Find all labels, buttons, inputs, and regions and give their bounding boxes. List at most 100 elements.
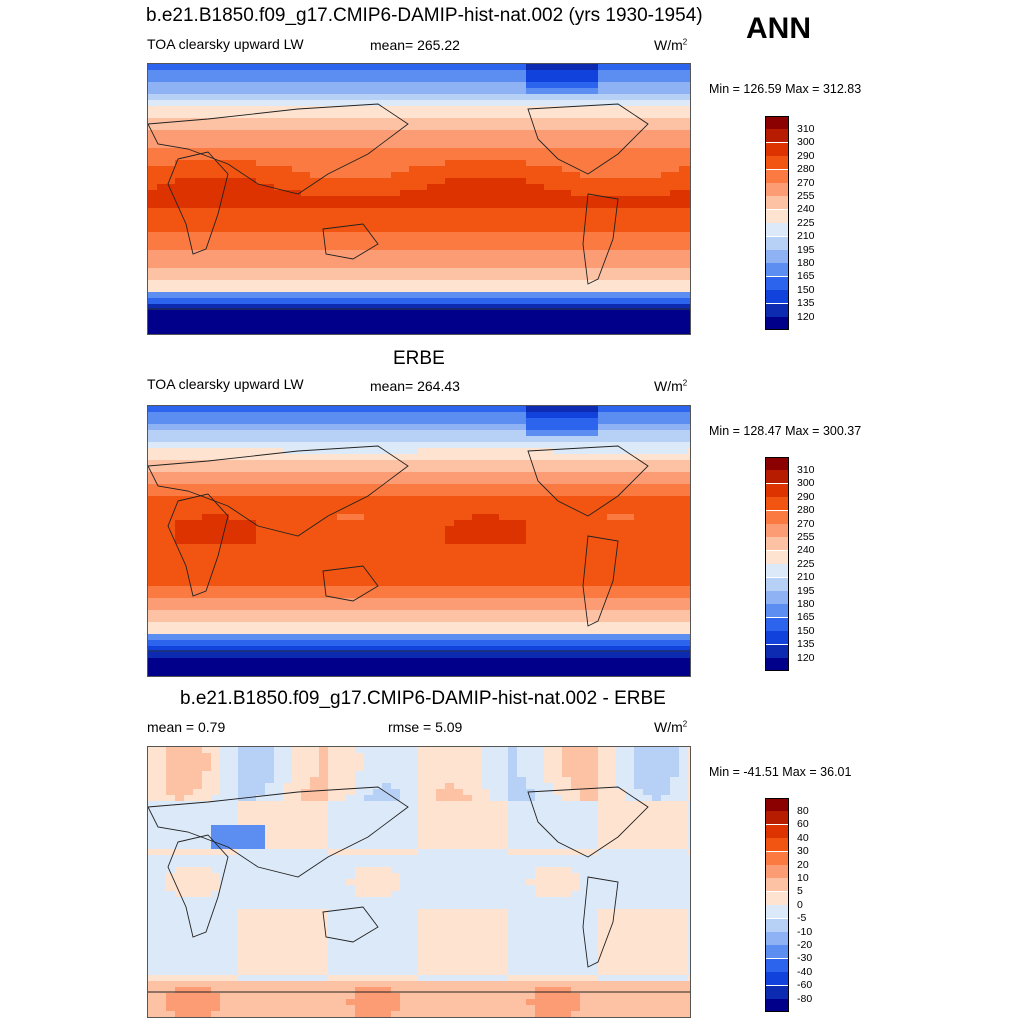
panel1-title: b.e21.B1850.f09_g17.CMIP6-DAMIP-hist-nat… [146, 5, 703, 26]
colorbar-swatch [765, 550, 789, 564]
colorbar-tick-label: 20 [797, 858, 809, 871]
colorbar-tick-label: 290 [797, 149, 815, 162]
panel3-units: W/m2 [654, 719, 688, 735]
colorbar-tick-label: 150 [797, 624, 815, 637]
colorbar-swatch [765, 223, 789, 237]
colorbar-tick-label: 40 [797, 831, 809, 844]
panel1-mean: mean= 265.22 [370, 37, 460, 53]
colorbar-frame [765, 798, 789, 1013]
colorbar-swatch [765, 824, 789, 838]
colorbar-tick-label: 120 [797, 651, 815, 664]
coastline [148, 786, 409, 878]
colorbar-tick-label: 240 [797, 203, 815, 216]
colorbar-tick-label: -20 [797, 938, 813, 951]
colorbar-swatch [765, 932, 789, 945]
colorbar-tick-label: 135 [797, 638, 815, 651]
colorbar-tick-label: 210 [797, 230, 815, 243]
colorbar-swatch [765, 985, 789, 999]
colorbar-tick-label: 255 [797, 530, 815, 543]
colorbar-swatch [765, 457, 789, 470]
colorbar-swatch [765, 183, 789, 196]
coastline [527, 103, 649, 175]
colorbar-tick-label: 120 [797, 310, 815, 323]
colorbar-tick-label: 300 [797, 136, 815, 149]
colorbar-swatch [765, 878, 789, 892]
panel2-title: ERBE [393, 348, 445, 369]
colorbar-tick-label: 165 [797, 611, 815, 624]
colorbar-tick-label: 195 [797, 584, 815, 597]
coastline [322, 223, 379, 260]
coastline [322, 906, 379, 943]
panel3-title: b.e21.B1850.f09_g17.CMIP6-DAMIP-hist-nat… [180, 688, 666, 709]
colorbar-swatch [765, 798, 789, 811]
colorbar-tick-label: 0 [797, 898, 803, 911]
season-label: ANN [746, 12, 811, 45]
colorbar-swatch [765, 483, 789, 497]
colorbar-tick-label: 270 [797, 517, 815, 530]
colorbar-swatch [765, 317, 789, 330]
colorbar-tick-label: 255 [797, 189, 815, 202]
colorbar-tick-label: 180 [797, 597, 815, 610]
colorbar-tick-label: 270 [797, 176, 815, 189]
panel2-minmax: Min = 128.47 Max = 300.37 [709, 424, 862, 438]
colorbar-tick-label: 310 [797, 463, 815, 476]
colorbar-swatch [765, 865, 789, 878]
colorbar-tick-label: 280 [797, 504, 815, 517]
colorbar-swatch [765, 644, 789, 658]
colorbar-swatch [765, 196, 789, 210]
panel1-minmax: Min = 126.59 Max = 312.83 [709, 82, 862, 96]
colorbar-tick-label: 180 [797, 256, 815, 269]
panel3-minmax: Min = -41.51 Max = 36.01 [709, 765, 852, 779]
panel1-variable-label: TOA clearsky upward LW [147, 36, 304, 52]
colorbar-swatch [765, 470, 789, 484]
colorbar-swatch [765, 604, 789, 618]
colorbar-swatch [765, 658, 789, 671]
colorbar-swatch [765, 497, 789, 511]
panel2-map [147, 405, 691, 677]
colorbar-swatch [765, 510, 789, 524]
colorbar-swatch [765, 142, 789, 156]
colorbar-swatch [765, 958, 789, 972]
colorbar-tick-label: 290 [797, 490, 815, 503]
colorbar-tick-label: -5 [797, 912, 807, 925]
colorbar-swatch [765, 905, 789, 919]
coastline [148, 445, 409, 537]
colorbar-frame [765, 457, 789, 672]
coastline [582, 535, 619, 627]
colorbar-tick-label: 225 [797, 216, 815, 229]
colorbar-swatch [765, 236, 789, 250]
colorbar-tick-label: 195 [797, 243, 815, 256]
colorbar-tick-label: 5 [797, 885, 803, 898]
colorbar-swatch [765, 577, 789, 591]
coastline [582, 876, 619, 968]
colorbar-tick-label: 80 [797, 804, 809, 817]
colorbar-swatch [765, 303, 789, 317]
colorbar-tick-label: 240 [797, 544, 815, 557]
colorbar-swatch [765, 999, 789, 1012]
colorbar-frame [765, 116, 789, 331]
coastline [582, 193, 619, 285]
panel3-mean: mean = 0.79 [147, 719, 226, 735]
colorbar-swatch [765, 116, 789, 129]
colorbar-tick-label: 135 [797, 297, 815, 310]
colorbar-tick-label: -80 [797, 992, 813, 1005]
colorbar-tick-label: 310 [797, 122, 815, 135]
colorbar-swatch [765, 945, 789, 959]
colorbar-tick-label: 30 [797, 845, 809, 858]
coastline [527, 445, 649, 517]
panel1-units: W/m2 [654, 37, 688, 53]
colorbar-swatch [765, 290, 789, 304]
colorbar-swatch [765, 537, 789, 551]
colorbar-swatch [765, 918, 789, 932]
colorbar-tick-label: -30 [797, 952, 813, 965]
panel1-map [147, 63, 691, 335]
colorbar-tick-label: -60 [797, 979, 813, 992]
colorbar-swatch [765, 524, 789, 537]
colorbar-tick-label: 60 [797, 818, 809, 831]
colorbar-tick-label: -40 [797, 965, 813, 978]
colorbar-swatch [765, 811, 789, 825]
colorbar-swatch [765, 156, 789, 170]
colorbar-swatch [765, 591, 789, 604]
colorbar-tick-label: -10 [797, 925, 813, 938]
colorbar-swatch [765, 631, 789, 645]
